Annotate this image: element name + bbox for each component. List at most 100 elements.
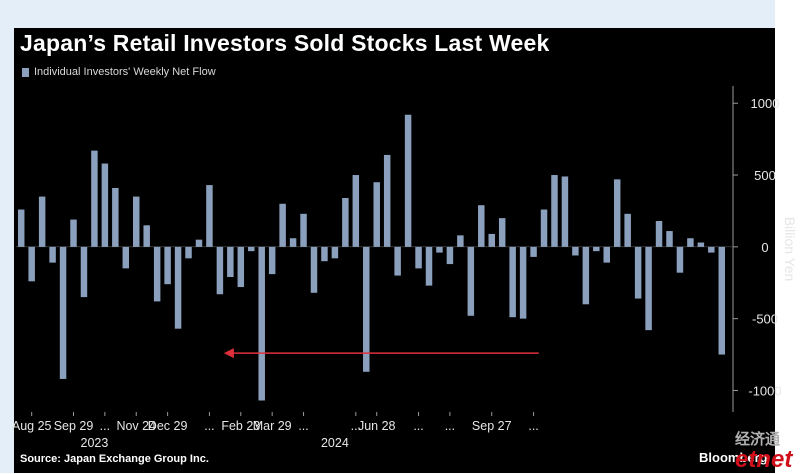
bar	[80, 246, 88, 298]
bar	[17, 209, 25, 247]
legend: Individual Investors' Weekly Net Flow	[22, 66, 216, 78]
bar	[593, 246, 600, 252]
bar	[70, 219, 77, 247]
x-tick-label: ...	[528, 419, 538, 433]
bar	[530, 246, 537, 257]
bar	[38, 196, 46, 247]
bar	[49, 246, 56, 263]
bar	[498, 218, 506, 247]
bar	[342, 198, 349, 247]
y-tick-label: -1000	[748, 383, 781, 398]
annotation-arrow-head	[223, 348, 234, 359]
bar	[540, 209, 548, 247]
bar	[143, 225, 150, 247]
bar	[519, 246, 527, 319]
bar	[216, 246, 224, 295]
bar	[227, 246, 234, 278]
bar	[164, 246, 171, 285]
bar	[404, 114, 412, 247]
bar	[478, 205, 485, 247]
x-tick-label: Aug 25	[12, 419, 52, 433]
bar	[708, 246, 715, 253]
bloomberg-logo: Bloomberg	[699, 450, 768, 465]
x-tick-label: Feb 23	[221, 419, 260, 433]
y-axis-title: Billion Yen	[782, 217, 798, 282]
bar	[551, 175, 558, 247]
bar	[28, 246, 35, 282]
bar	[331, 246, 339, 259]
x-tick-label: ...	[100, 419, 110, 433]
bar	[676, 246, 684, 273]
watermark-text: 经济通	[735, 431, 781, 448]
bar	[383, 154, 391, 247]
bar	[415, 246, 422, 269]
bar	[248, 246, 255, 252]
year-label: 2023	[81, 436, 109, 450]
bar	[687, 238, 694, 247]
bar	[634, 246, 642, 299]
bar	[268, 246, 276, 275]
bar	[153, 246, 161, 302]
bar	[352, 175, 360, 247]
y-tick-label: 500	[754, 168, 776, 183]
bar	[509, 246, 516, 318]
bar	[289, 238, 297, 247]
bar	[363, 246, 370, 372]
bar	[425, 246, 433, 286]
bar	[174, 246, 182, 329]
bar	[206, 185, 213, 247]
bar	[394, 246, 401, 276]
bar	[122, 246, 130, 269]
bar	[436, 246, 443, 253]
bar	[457, 235, 464, 247]
legend-swatch	[22, 67, 29, 77]
bar	[655, 220, 663, 247]
y-tick-label: 0	[761, 240, 768, 255]
legend-label: Individual Investors' Weekly Net Flow	[34, 66, 216, 78]
x-tick-label: ...	[204, 419, 214, 433]
y-tick-label: -500	[752, 312, 778, 327]
bar	[59, 246, 67, 379]
bar	[446, 246, 454, 265]
bar	[718, 246, 726, 355]
bar	[91, 150, 98, 247]
x-tick-label: Sep 27	[472, 419, 512, 433]
x-tick-label: Sep 29	[54, 419, 94, 433]
year-label: 2024	[321, 436, 349, 450]
bar	[279, 203, 286, 247]
x-tick-label: Mar 29	[253, 419, 292, 433]
top-background-band	[0, 0, 775, 28]
y-tick-label: 1000	[751, 96, 780, 111]
x-tick-label: Jun 28	[358, 419, 396, 433]
bar	[112, 187, 119, 247]
bar	[310, 246, 318, 293]
bar	[101, 163, 109, 247]
bar	[582, 246, 590, 305]
watermark-logo: etnet	[735, 446, 793, 473]
x-tick-label: ...	[298, 419, 308, 433]
bar	[613, 179, 621, 247]
bar	[488, 233, 495, 247]
bar	[237, 246, 245, 288]
x-tick-label: ...	[351, 419, 361, 433]
bar	[195, 239, 203, 247]
bar	[603, 246, 610, 263]
x-tick-label: ...	[445, 419, 455, 433]
source-note: Source: Japan Exchange Group Inc.	[20, 453, 209, 465]
x-tick-label: ...	[413, 419, 423, 433]
left-background-band	[0, 28, 14, 473]
bar	[467, 246, 475, 316]
x-tick-label: Dec 29	[148, 419, 188, 433]
bar	[645, 246, 652, 331]
x-tick-label: Nov 24	[116, 419, 156, 433]
bar	[373, 182, 380, 247]
bar	[572, 246, 579, 256]
chart-title: Japan’s Retail Investors Sold Stocks Las…	[20, 30, 550, 56]
bar	[185, 246, 192, 259]
bar	[258, 246, 265, 401]
bar	[300, 213, 307, 247]
bar	[133, 196, 140, 247]
bar	[624, 213, 631, 247]
bar	[697, 242, 705, 247]
